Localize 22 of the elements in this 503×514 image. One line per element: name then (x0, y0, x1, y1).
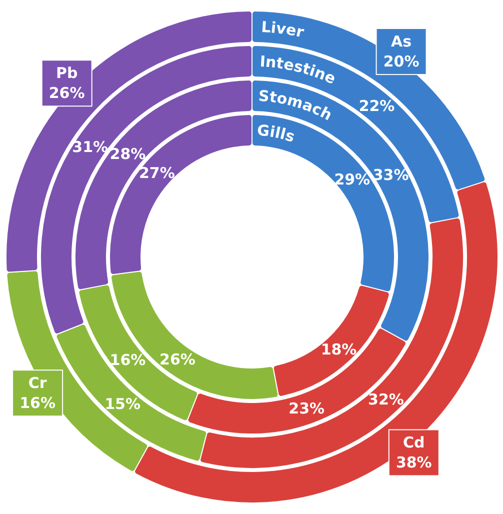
data-label: 38% (396, 454, 432, 472)
slice-label: Cd (403, 434, 425, 452)
data-label: 31% (72, 138, 108, 156)
data-label: 28% (110, 145, 146, 164)
data-label: 18% (320, 340, 357, 358)
data-label: 26% (48, 84, 85, 102)
data-label: 26% (160, 350, 196, 369)
data-label: 29% (334, 170, 370, 188)
slice-label: As (391, 32, 412, 51)
data-label: 23% (288, 400, 325, 418)
slice-label: Gills (256, 121, 298, 146)
slice-label: Liver (260, 18, 306, 42)
data-label: 22% (358, 97, 395, 116)
data-label: 16% (20, 394, 56, 412)
data-label: 15% (104, 394, 140, 413)
slice-label: Pb (56, 64, 78, 82)
data-label: 33% (372, 166, 409, 184)
data-label: 20% (383, 52, 420, 71)
data-label: 32% (368, 390, 404, 409)
data-label: 16% (110, 350, 146, 369)
slice-label: Cr (28, 374, 48, 392)
data-label: 27% (138, 164, 175, 182)
